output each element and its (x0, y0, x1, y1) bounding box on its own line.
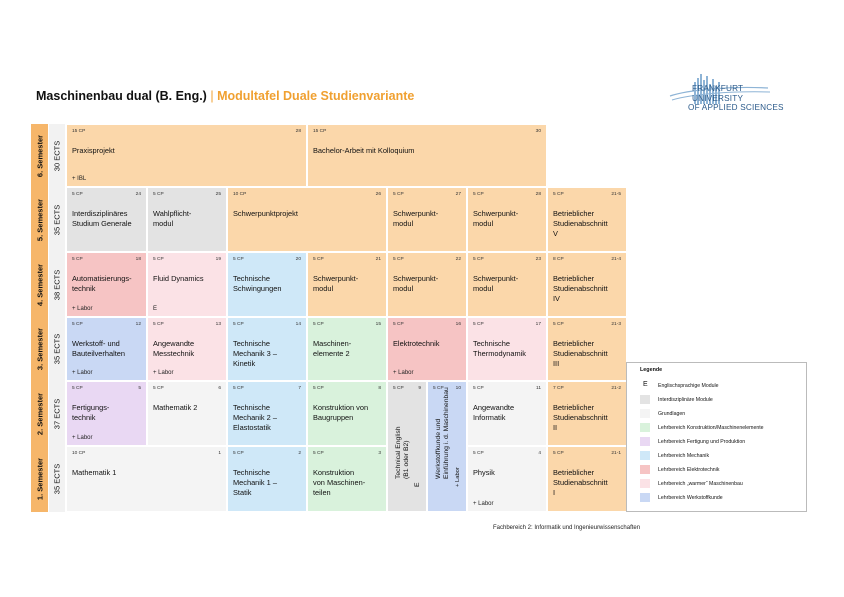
werkstoffkunde-extra: + Labor (454, 467, 461, 487)
technical-english-marker: E (413, 482, 421, 487)
legend-label: Lehrbereich Werkstoffkunde (658, 495, 723, 501)
module-schwerpunktmodul-22: 5 CP 22 Schwerpunkt- modul (387, 252, 467, 317)
module-betrieblich-1: 5 CP 21-1 Betrieblicher Studienabschnitt … (547, 446, 627, 512)
legend-label: Lehrbereich Elektrotechnik (658, 467, 720, 473)
semester-label-3: 3. Semester (31, 317, 49, 381)
module-bachelor-arbeit: 15 CP 30 Bachelor-Arbeit mit Kolloquium (307, 124, 547, 187)
semester-label-6: 6. Semester (31, 124, 49, 187)
legend-label: Interdisziplinäre Module (658, 397, 713, 403)
module-wahlpflichtmodul: 5 CP 25 Wahlpflicht- modul (147, 187, 227, 252)
module-automatisierungstechnik: 5 CP 18 Automatisierungs- technik + Labor (66, 252, 147, 317)
module-technische-mechanik-1: 5 CP 2 Technische Mechanik 1 – Statik (227, 446, 307, 512)
title-main: Maschinenbau dual (B. Eng.) (36, 89, 207, 103)
module-technische-schwingungen: 5 CP 20 Technische Schwingungen (227, 252, 307, 317)
module-maschinenelemente-2: 5 CP 15 Maschinen- elemente 2 (307, 317, 387, 381)
title-separator: | (210, 89, 214, 103)
legend-label: Englischsprachige Module (658, 383, 719, 389)
semester-ects-3: 35 ECTS (49, 317, 66, 381)
logo-line-3: OF APPLIED SCIENCES (688, 103, 784, 113)
module-mathematik-2: 5 CP 6 Mathematik 2 (147, 381, 227, 446)
semester-ects-4: 38 ECTS (49, 252, 66, 317)
legend-title: Legende (640, 367, 663, 373)
module-physik: 5 CP 4 Physik + Labor (467, 446, 547, 512)
module-schwerpunktmodul-27: 5 CP 27 Schwerpunkt- modul (387, 187, 467, 252)
module-angewandte-messtechnik: 5 CP 13 Angewandte Messtechnik + Labor (147, 317, 227, 381)
module-betrieblich-3: 5 CP 21-3 Betrieblicher Studienabschnitt … (547, 317, 627, 381)
module-praxisprojekt: 15 CP 28 Praxisprojekt + IBL (66, 124, 307, 187)
module-werkstoff-bauteilverhalten: 5 CP 12 Werkstoff- und Bauteilverhalten + … (66, 317, 147, 381)
legend-label: Lehrbereich Fertigung und Produktion (658, 439, 746, 445)
title-subtitle: Modultafel Duale Studienvariante (217, 89, 415, 103)
module-schwerpunktmodul-28: 5 CP 28 Schwerpunkt- modul (467, 187, 547, 252)
module-werkstoffkunde: 5 CP 10 Werkstoffkunde und Einführung i. … (427, 381, 467, 512)
legend-label: Lehrbereich Konstruktion/Maschinenelemen… (658, 425, 764, 431)
module-schwerpunktprojekt: 10 CP 26 Schwerpunktprojekt (227, 187, 387, 252)
semester-label-1: 1. Semester (31, 446, 49, 512)
legend: Legende E Englischsprachige Module Inter… (626, 362, 807, 512)
legend-swatch (640, 437, 650, 446)
module-studium-generale: 5 CP 24 Interdisziplinäres Studium Genera… (66, 187, 147, 252)
logo-text: FRANKFURT UNIVERSITY OF APPLIED SCIENCES (688, 84, 784, 113)
legend-swatch (640, 395, 650, 404)
logo-line-2: UNIVERSITY (692, 93, 744, 103)
university-logo-icon (669, 74, 771, 104)
module-technical-english: 5 CP 9 Technical English (B1 oder B2) E (387, 381, 427, 512)
semester-ects-6: 30 ECTS (49, 124, 66, 187)
legend-label: Lehrbereich Mechanik (658, 453, 710, 459)
module-mathematik-1: 10 CP 1 Mathematik 1 (66, 446, 227, 512)
legend-swatch (640, 451, 650, 460)
module-betrieblich-4: 8 CP 21-4 Betrieblicher Studienabschnitt … (547, 252, 627, 317)
module-technische-thermodynamik: 5 CP 17 Technische Thermodynamik (467, 317, 547, 381)
module-schwerpunktmodul-21: 5 CP 21 Schwerpunkt- modul (307, 252, 387, 317)
semester-label-4: 4. Semester (31, 252, 49, 317)
legend-label: Grundlagen (658, 411, 686, 417)
module-fertigungstechnik: 5 CP 5 Fertigungs- technik + Labor (66, 381, 147, 446)
module-konstruktion-maschinenteile: 5 CP 3 Konstruktion von Maschinen- teilen (307, 446, 387, 512)
legend-swatch (640, 409, 650, 418)
legend-swatch (640, 479, 650, 488)
module-betrieblich-2: 7 CP 21-2 Betrieblicher Studienabschnitt … (547, 381, 627, 446)
legend-label: Lehrbereich „warmer“ Maschinenbau (658, 481, 743, 487)
legend-swatch (640, 423, 650, 432)
semester-ects-1: 35 ECTS (49, 446, 66, 512)
semester-label-5: 5. Semester (31, 187, 49, 252)
legend-marker-english: E (643, 381, 648, 388)
logo-line-1: FRANKFURT (692, 84, 744, 93)
module-schwerpunktmodul-23: 5 CP 23 Schwerpunkt- modul (467, 252, 547, 317)
semester-ects-5: 35 ECTS (49, 187, 66, 252)
module-angewandte-informatik: 5 CP 11 Angewandte Informatik (467, 381, 547, 446)
semester-label-2: 2. Semester (31, 381, 49, 446)
module-fluid-dynamics: 5 CP 19 Fluid Dynamics E (147, 252, 227, 317)
module-technische-mechanik-2: 5 CP 7 Technische Mechanik 2 – Elastostat… (227, 381, 307, 446)
semester-ects-2: 37 ECTS (49, 381, 66, 446)
footer-department: Fachbereich 2: Informatik und Ingenieurw… (493, 525, 641, 531)
module-elektrotechnik: 5 CP 16 Elektrotechnik + Labor (387, 317, 467, 381)
module-konstruktion-baugruppen: 5 CP 8 Konstruktion von Baugruppen (307, 381, 387, 446)
module-technische-mechanik-3: 5 CP 14 Technische Mechanik 3 – Kinetik (227, 317, 307, 381)
page-title: Maschinenbau dual (B. Eng.) | Modultafel… (36, 89, 414, 103)
legend-swatch (640, 465, 650, 474)
legend-swatch (640, 493, 650, 502)
module-betrieblich-5: 5 CP 21-5 Betrieblicher Studienabschnitt … (547, 187, 627, 252)
